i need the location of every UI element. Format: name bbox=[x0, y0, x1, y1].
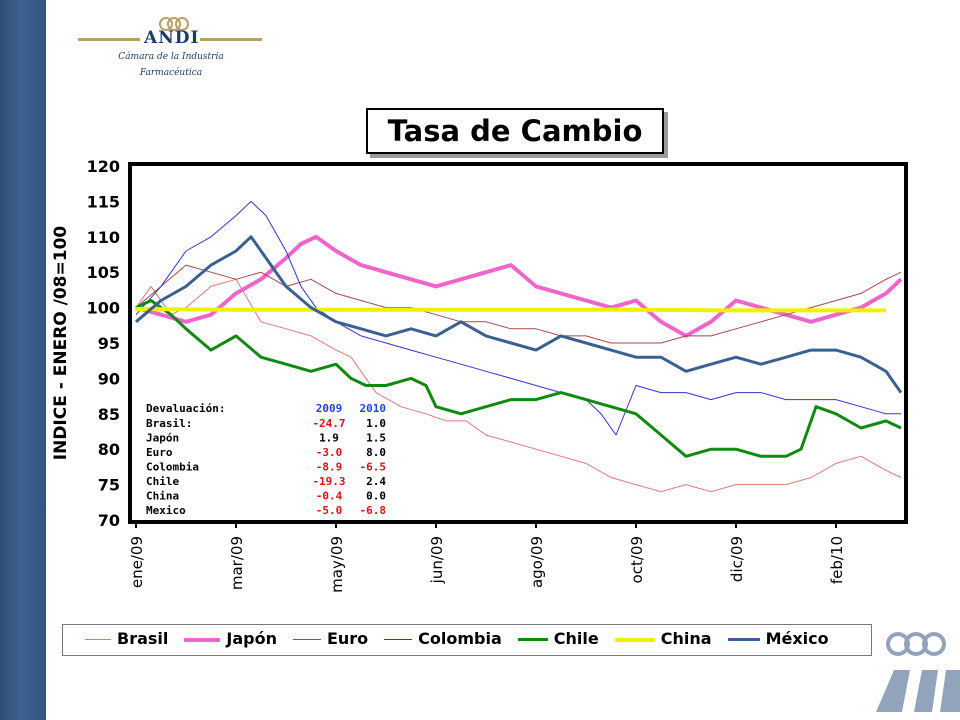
annotation-country: Chile bbox=[146, 475, 179, 488]
legend-swatch bbox=[517, 638, 548, 641]
legend-label: Chile bbox=[553, 629, 599, 648]
andi-watermark-icon bbox=[876, 632, 960, 712]
y-tick-label: 110 bbox=[87, 228, 120, 247]
series-line-colombia bbox=[135, 200, 901, 436]
annotation-country: Mexico bbox=[146, 504, 186, 517]
annotation-header-label: Devaluación: bbox=[146, 402, 225, 415]
legend-label: Brasil bbox=[117, 629, 169, 648]
left-decor-bar bbox=[0, 0, 46, 720]
x-tick-label: jun/09 bbox=[428, 536, 446, 584]
plot-area bbox=[128, 162, 908, 524]
annotation-header-year: 2009 bbox=[316, 402, 343, 415]
legend-swatch bbox=[184, 638, 221, 642]
annotation-value: 1.0 bbox=[366, 417, 386, 430]
logo-subtitle-2: Farmacéutica bbox=[139, 68, 203, 78]
annotation-value: -5.0 bbox=[316, 504, 343, 517]
andi-emblem-icon bbox=[159, 17, 189, 31]
x-tick-label: ene/09 bbox=[128, 536, 146, 588]
x-tick-label: oct/09 bbox=[628, 536, 646, 583]
chart-title: Tasa de Cambio bbox=[366, 108, 664, 154]
y-tick-label: 90 bbox=[98, 369, 120, 388]
andi-logo: ANDI Cámara de la Industria Farmacéutica bbox=[76, 14, 266, 94]
logo-rule-right bbox=[200, 38, 262, 41]
legend-swatch bbox=[292, 639, 321, 640]
y-tick-label: 100 bbox=[87, 299, 120, 318]
y-tick-label: 115 bbox=[87, 192, 120, 211]
y-axis-label: INDICE - ENERO /08=100 bbox=[51, 226, 71, 461]
y-tick-label: 70 bbox=[98, 511, 120, 530]
legend-label: China bbox=[660, 629, 712, 648]
legend-label: México bbox=[765, 629, 829, 648]
annotation-header-year: 2010 bbox=[360, 402, 387, 415]
annotation-value: -6.5 bbox=[360, 461, 387, 474]
series-line-brasil bbox=[135, 278, 902, 493]
y-tick-label: 85 bbox=[98, 405, 120, 424]
logo-brand: ANDI bbox=[144, 28, 200, 48]
annotation-value: 1.9 bbox=[319, 432, 339, 445]
annotation-value: -8.9 bbox=[316, 461, 343, 474]
annotation-value: 8.0 bbox=[366, 446, 386, 459]
x-tick-label: feb/10 bbox=[828, 536, 846, 584]
series-line-chile bbox=[135, 299, 902, 458]
x-tick-label: may/09 bbox=[328, 536, 346, 593]
annotation-value: 1.5 bbox=[366, 432, 386, 445]
x-tick-label: mar/09 bbox=[228, 536, 246, 590]
annotation-country: Brasil: bbox=[146, 417, 192, 430]
legend-label: Japón bbox=[226, 629, 277, 648]
x-tick-label: ago/09 bbox=[528, 536, 546, 588]
x-tick-label: dic/09 bbox=[728, 536, 746, 582]
annotation-value: -24.7 bbox=[312, 417, 345, 430]
annotation-country: Colombia bbox=[146, 461, 199, 474]
legend-swatch bbox=[614, 638, 655, 642]
legend-swatch bbox=[85, 639, 111, 640]
exchange-rate-chart: 70 75 80 85 90 95 100 105 110 115 120 ene/09 mar/09… bbox=[51, 157, 908, 593]
y-tick-label: 120 bbox=[87, 157, 120, 176]
legend-label: Euro bbox=[326, 629, 369, 648]
annotation-value: -6.8 bbox=[360, 504, 387, 517]
annotation-value: -19.3 bbox=[312, 475, 345, 488]
series-line-euro bbox=[135, 264, 902, 344]
y-tick-label: 75 bbox=[98, 476, 120, 495]
annotation-value: 0.0 bbox=[366, 490, 386, 503]
chart-legend: Brasil Japón Euro Colombia Chile China México bbox=[62, 624, 872, 656]
logo-rule-left bbox=[78, 38, 140, 41]
legend-swatch bbox=[727, 638, 760, 641]
annotation-value: 2.4 bbox=[366, 475, 386, 488]
annotation-value: -3.0 bbox=[316, 446, 343, 459]
annotation-value: -0.4 bbox=[316, 490, 343, 503]
annotation-country: Euro bbox=[146, 446, 173, 459]
legend-swatch bbox=[384, 639, 413, 640]
series-line-méxico bbox=[135, 235, 902, 394]
y-tick-label: 80 bbox=[98, 440, 120, 459]
logo-subtitle-1: Cámara de la Industria bbox=[118, 52, 224, 62]
legend-label: Colombia bbox=[418, 629, 502, 648]
y-tick-label: 105 bbox=[87, 263, 120, 282]
annotation-country: Japón bbox=[146, 432, 179, 445]
y-tick-label: 95 bbox=[98, 334, 120, 353]
series-line-china bbox=[135, 307, 886, 313]
annotation-country: China bbox=[146, 490, 179, 503]
